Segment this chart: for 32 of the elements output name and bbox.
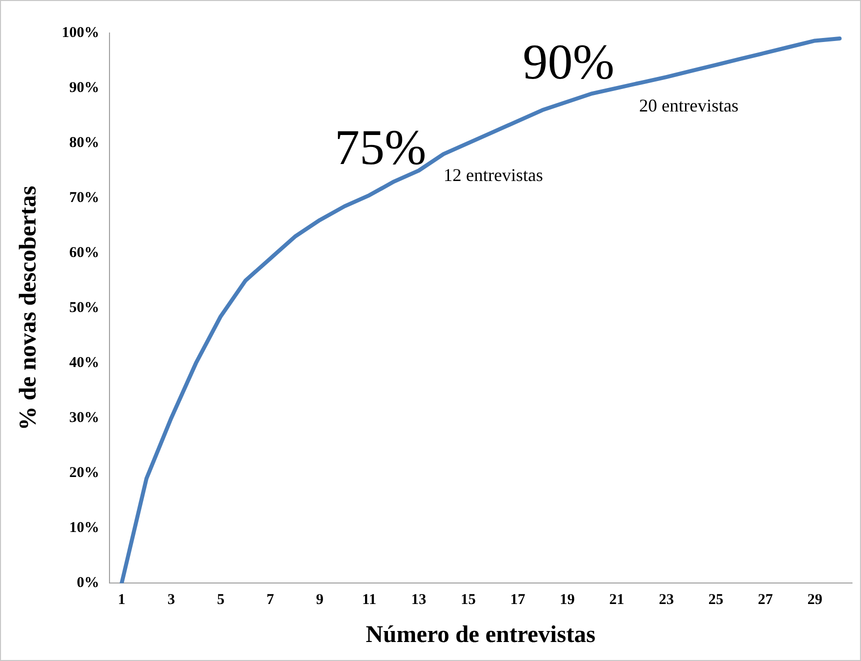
- x-tick-label: 23: [658, 592, 674, 608]
- x-tick-label: 19: [560, 592, 575, 608]
- y-tick-label: 50%: [69, 300, 100, 316]
- x-tick-label: 27: [758, 592, 774, 608]
- x-tick-label: 21: [609, 592, 624, 608]
- y-tick-label: 100%: [62, 24, 100, 41]
- x-tick-label: 11: [362, 592, 376, 608]
- x-axis-title: Número de entrevistas: [366, 622, 596, 648]
- y-tick-label: 20%: [69, 465, 100, 482]
- x-tick-label: 25: [708, 592, 724, 608]
- y-tick-label: 70%: [69, 190, 100, 206]
- annotation: 75%: [334, 119, 426, 176]
- x-tick-label: 9: [316, 592, 324, 608]
- annotation: 12 entrevistas: [444, 165, 543, 186]
- y-tick-label: 30%: [69, 410, 100, 426]
- x-tick-label: 3: [167, 592, 175, 608]
- x-tick-label: 7: [266, 592, 274, 608]
- x-tick-label: 5: [216, 592, 224, 608]
- x-tick-label: 15: [460, 592, 476, 608]
- y-tick-label: 90%: [69, 80, 100, 96]
- y-tick-label: 80%: [69, 134, 100, 151]
- x-tick-label: 29: [807, 592, 822, 608]
- x-tick-label: 17: [510, 592, 526, 608]
- y-tick-label: 40%: [69, 354, 100, 371]
- annotation: 20 entrevistas: [639, 95, 739, 116]
- annotation: 90%: [522, 33, 614, 90]
- y-tick-label: 0%: [76, 575, 100, 592]
- x-tick-label: 13: [411, 592, 426, 608]
- y-tick-label: 10%: [69, 520, 100, 536]
- y-tick-label: 60%: [69, 244, 100, 261]
- y-axis-title: % de novas descobertas: [16, 186, 42, 430]
- x-tick-label: 1: [118, 592, 126, 608]
